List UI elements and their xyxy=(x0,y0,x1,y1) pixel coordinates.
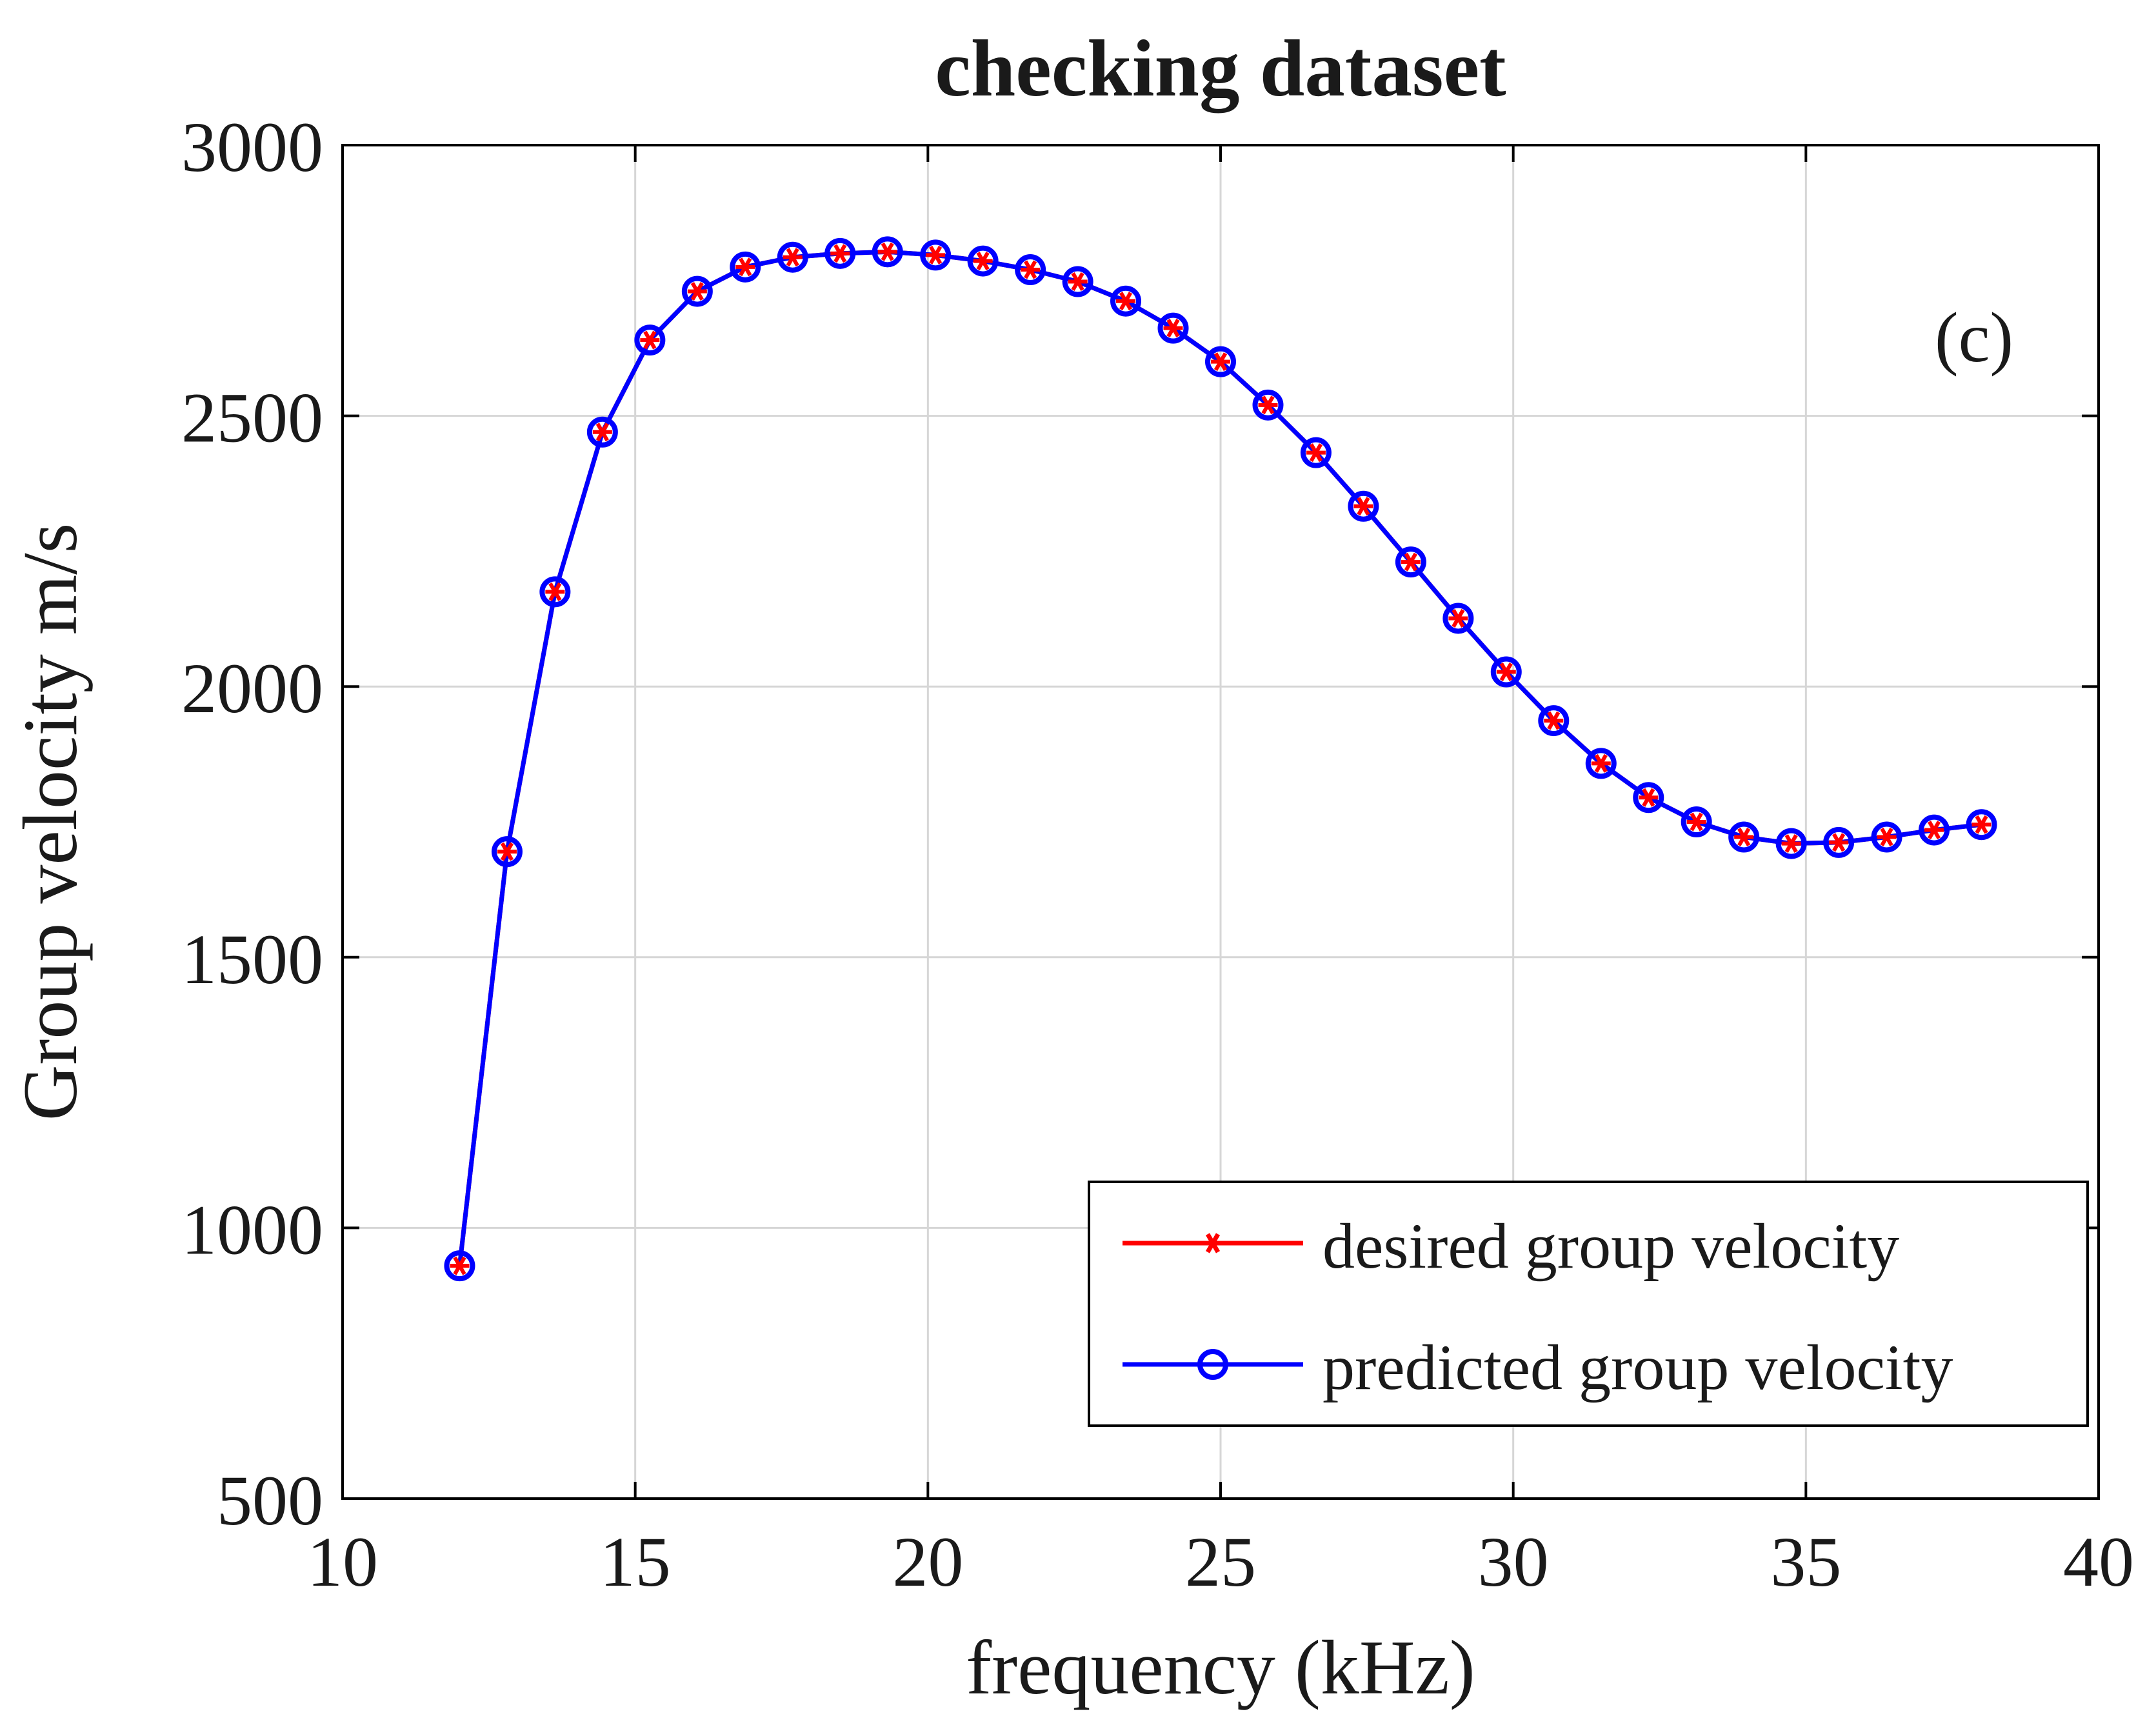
data-point-circle-marker xyxy=(1728,821,1760,853)
data-point-circle-marker xyxy=(1300,437,1332,468)
data-point-asterisk-marker xyxy=(1591,753,1611,773)
y-tick-label: 1500 xyxy=(181,920,323,999)
data-point-asterisk-marker xyxy=(1211,352,1230,372)
data-point-asterisk-marker xyxy=(1924,821,1944,840)
data-point-circle-marker xyxy=(634,324,666,356)
data-point-asterisk-marker xyxy=(1448,608,1468,628)
y-tick-label: 3000 xyxy=(181,108,323,186)
data-point-circle-marker xyxy=(1348,490,1379,522)
x-tick-label: 15 xyxy=(600,1522,671,1601)
data-point-asterisk-marker xyxy=(1734,828,1754,846)
data-point-asterisk-marker xyxy=(783,248,803,267)
data-point-circle-marker xyxy=(1871,821,1902,853)
data-point-circle-marker xyxy=(1538,705,1570,737)
data-point-circle-marker xyxy=(920,239,952,271)
data-point-circle-marker xyxy=(1775,828,1807,859)
legend-label-desired: desired group velocity xyxy=(1323,1210,1899,1282)
data-point-asterisk-marker xyxy=(1116,292,1136,311)
x-tick-label: 10 xyxy=(307,1522,378,1601)
legend-asterisk-marker-icon xyxy=(1203,1233,1223,1253)
data-point-circle-marker xyxy=(1205,346,1236,377)
data-point-circle-marker xyxy=(681,275,713,307)
data-point-asterisk-marker xyxy=(687,282,707,301)
data-point-circle-marker xyxy=(1110,285,1142,317)
legend: desired group velocity predicted group v… xyxy=(1088,1181,2089,1427)
data-point-asterisk-marker xyxy=(1829,833,1849,852)
series-layer xyxy=(444,236,1997,1282)
x-axis-label: frequency (kHz) xyxy=(966,1624,1475,1710)
tick-layer: 10 15 20 25 30 35 40 500 1000 1500 2000 2500 3000 xyxy=(181,108,2134,1601)
data-point-circle-marker xyxy=(824,237,856,269)
data-point-circle-marker xyxy=(1681,806,1712,837)
data-point-asterisk-marker xyxy=(1496,663,1516,682)
data-point-circle-marker xyxy=(444,1250,475,1282)
x-tick-label: 20 xyxy=(892,1522,963,1601)
data-point-circle-marker xyxy=(1252,389,1284,421)
data-point-asterisk-marker xyxy=(1021,260,1041,279)
data-point-asterisk-marker xyxy=(877,242,897,261)
y-tick-label: 1000 xyxy=(181,1190,323,1269)
data-point-circle-marker xyxy=(1395,546,1426,578)
data-point-circle-marker xyxy=(1919,814,1950,846)
data-point-circle-marker xyxy=(1966,809,1997,841)
data-point-asterisk-marker xyxy=(592,423,612,442)
data-point-circle-marker xyxy=(1015,254,1046,286)
data-point-asterisk-marker xyxy=(545,582,565,601)
y-tick-label: 2000 xyxy=(181,649,323,728)
x-tick-label: 40 xyxy=(2063,1522,2134,1601)
y-tick-label: 2500 xyxy=(181,379,323,457)
data-point-asterisk-marker xyxy=(1258,395,1278,415)
data-point-asterisk-marker xyxy=(640,330,660,350)
data-point-circle-marker xyxy=(777,241,808,273)
data-point-circle-marker xyxy=(1585,748,1617,779)
data-point-asterisk-marker xyxy=(1401,552,1421,572)
legend-label-predicted: predicted group velocity xyxy=(1323,1332,1953,1403)
data-point-circle-marker xyxy=(1442,603,1474,634)
data-point-asterisk-marker xyxy=(973,252,993,271)
data-point-asterisk-marker xyxy=(1306,443,1326,463)
data-point-asterisk-marker xyxy=(1877,828,1897,846)
data-point-circle-marker xyxy=(491,836,523,868)
data-point-circle-marker xyxy=(1633,782,1664,813)
data-point-asterisk-marker xyxy=(1639,788,1659,807)
data-point-circle-marker xyxy=(586,416,618,448)
legend-box xyxy=(1088,1181,2089,1427)
data-point-circle-marker xyxy=(1823,826,1855,858)
y-tick-label: 500 xyxy=(217,1461,323,1540)
legend-circle-marker-icon xyxy=(1197,1349,1228,1380)
data-point-asterisk-marker xyxy=(1544,711,1564,730)
x-tick-label: 35 xyxy=(1770,1522,1841,1601)
data-point-circle-marker xyxy=(730,251,761,283)
data-point-asterisk-marker xyxy=(926,245,946,264)
data-point-asterisk-marker xyxy=(1971,815,1991,834)
data-point-asterisk-marker xyxy=(1068,272,1088,291)
data-point-circle-marker xyxy=(872,236,903,268)
data-point-circle-marker xyxy=(539,576,571,608)
data-point-asterisk-marker xyxy=(1686,812,1706,832)
x-tick-label: 30 xyxy=(1478,1522,1549,1601)
y-axis-label: Group velocity m/s xyxy=(7,523,93,1121)
data-point-circle-marker xyxy=(1062,266,1093,297)
data-point-asterisk-marker xyxy=(450,1256,470,1275)
data-point-asterisk-marker xyxy=(1781,834,1801,853)
data-point-circle-marker xyxy=(967,245,999,277)
data-point-circle-marker xyxy=(1490,656,1522,688)
data-point-asterisk-marker xyxy=(1163,319,1183,338)
data-point-asterisk-marker xyxy=(735,257,755,277)
data-point-asterisk-marker xyxy=(497,842,517,861)
data-point-circle-marker xyxy=(1157,312,1189,344)
chart-title: checking dataset xyxy=(935,25,1506,114)
data-point-asterisk-marker xyxy=(830,244,850,263)
subplot-annotation: (c) xyxy=(1935,298,2013,377)
x-tick-label: 25 xyxy=(1185,1522,1256,1601)
data-point-asterisk-marker xyxy=(1353,497,1373,516)
